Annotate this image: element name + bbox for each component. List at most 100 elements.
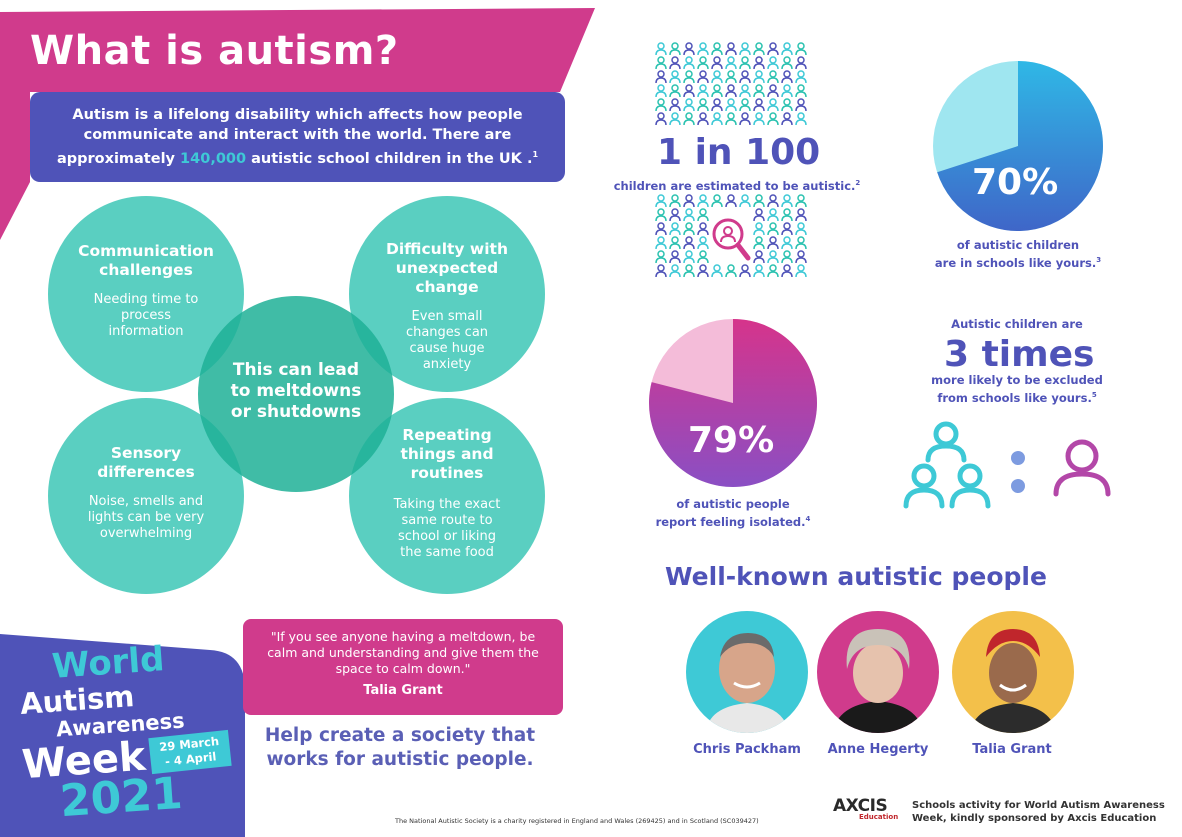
person-icon bbox=[781, 236, 793, 250]
person-icon bbox=[655, 208, 667, 222]
person-icon bbox=[767, 194, 779, 208]
stat-3-times-caption-1: more likely to be excluded bbox=[931, 373, 1103, 387]
person-icon bbox=[781, 84, 793, 98]
person-icon bbox=[683, 84, 695, 98]
badge-world: World bbox=[50, 639, 166, 687]
person-name-chris: Chris Packham bbox=[693, 742, 801, 757]
person-photo-icon bbox=[952, 611, 1074, 733]
person-icon bbox=[767, 222, 779, 236]
person-icon bbox=[753, 222, 765, 236]
person-name-anne: Anne Hegerty bbox=[827, 742, 929, 757]
stat-79-caption-2-line: report feeling isolated.4 bbox=[620, 512, 846, 530]
person-icon bbox=[725, 42, 737, 56]
person-icon bbox=[683, 236, 695, 250]
person-icon bbox=[795, 264, 807, 278]
person-icon bbox=[725, 194, 737, 208]
person-icon bbox=[753, 84, 765, 98]
person-icon bbox=[669, 70, 681, 84]
person-icon bbox=[795, 194, 807, 208]
person-icon bbox=[655, 112, 667, 126]
header-banner bbox=[0, 8, 595, 240]
person-icon bbox=[697, 56, 709, 70]
axcis-logo: AXCIS Education bbox=[833, 796, 898, 821]
person-icon bbox=[781, 56, 793, 70]
person-icon bbox=[795, 112, 807, 126]
circle-communication: Communication challenges Needing time to… bbox=[48, 196, 244, 392]
person-icon bbox=[725, 264, 737, 278]
person-icon bbox=[683, 208, 695, 222]
person-icon bbox=[669, 42, 681, 56]
person-icon bbox=[753, 208, 765, 222]
sponsor-text: Schools activity for World Autism Awaren… bbox=[912, 799, 1165, 825]
charity-footnote: The National Autistic Society is a chari… bbox=[395, 817, 759, 825]
person-icon bbox=[669, 250, 681, 264]
intro-ref: 1 bbox=[532, 150, 539, 159]
person-icon bbox=[655, 264, 667, 278]
person-icon bbox=[725, 70, 737, 84]
person-icon bbox=[711, 194, 723, 208]
person-icon bbox=[795, 84, 807, 98]
quote-text: "If you see anyone having a meltdown, be… bbox=[267, 629, 539, 676]
circle-sensory-title: Sensory differences bbox=[97, 444, 195, 481]
pie-79-percent bbox=[649, 319, 818, 487]
person-icon bbox=[655, 194, 667, 208]
person-icon bbox=[697, 112, 709, 126]
circle-sensory: Sensory differences Noise, smells and li… bbox=[48, 398, 244, 594]
person-icon bbox=[781, 264, 793, 278]
person-name-talia: Talia Grant bbox=[972, 742, 1052, 757]
person-icon bbox=[753, 56, 765, 70]
stat-79-caption: of autistic people report feeling isolat… bbox=[620, 497, 846, 530]
circle-communication-title: Communication challenges bbox=[78, 242, 214, 279]
person-icon bbox=[739, 42, 751, 56]
person-icon bbox=[711, 264, 723, 278]
circle-repeating-title: Repeating things and routines bbox=[400, 426, 494, 482]
person-icon bbox=[697, 98, 709, 112]
person-icon bbox=[697, 264, 709, 278]
stat-79-percent: 79% bbox=[688, 420, 775, 461]
person-icon bbox=[711, 70, 723, 84]
intro-highlight: 140,000 bbox=[180, 150, 247, 167]
stat-1-in-100-caption: children are estimated to be autistic.2 bbox=[612, 176, 862, 194]
circle-repeating-text: Taking the exact same route to school or… bbox=[393, 497, 501, 560]
person-icon bbox=[795, 208, 807, 222]
person-icon bbox=[739, 98, 751, 112]
person-icon bbox=[767, 264, 779, 278]
person-icon bbox=[669, 264, 681, 278]
sponsor-line-2: Week, kindly sponsored by Axcis Educatio… bbox=[912, 813, 1157, 824]
stat-1-in-100: 1 in 100 bbox=[657, 132, 821, 173]
person-icon bbox=[781, 250, 793, 264]
person-icon bbox=[697, 208, 709, 222]
person-icon bbox=[725, 56, 737, 70]
person-icon bbox=[781, 42, 793, 56]
person-icon bbox=[795, 56, 807, 70]
person-icon bbox=[683, 56, 695, 70]
person-icon bbox=[683, 194, 695, 208]
awareness-week-badge bbox=[0, 634, 245, 837]
portrait-anne-hegerty bbox=[817, 611, 939, 733]
person-icon bbox=[697, 84, 709, 98]
person-icon bbox=[669, 222, 681, 236]
person-icon bbox=[753, 70, 765, 84]
stat-79-ref: 4 bbox=[805, 515, 811, 523]
person-icon bbox=[795, 222, 807, 236]
stat-3-times-pre: Autistic children are bbox=[951, 317, 1083, 331]
axcis-logo-text: AXCIS bbox=[833, 796, 888, 816]
person-icon bbox=[795, 250, 807, 264]
stat-79-caption-2: report feeling isolated. bbox=[655, 514, 806, 529]
stat-3-times: 3 times bbox=[944, 334, 1095, 375]
person-icon bbox=[753, 250, 765, 264]
person-icon bbox=[739, 56, 751, 70]
person-icon bbox=[767, 250, 779, 264]
person-icon bbox=[669, 56, 681, 70]
person-icon bbox=[739, 194, 751, 208]
stat-70-ref: 3 bbox=[1096, 256, 1102, 264]
person-icon bbox=[683, 70, 695, 84]
person-icon bbox=[795, 70, 807, 84]
person-icon bbox=[781, 98, 793, 112]
person-icon bbox=[655, 222, 667, 236]
person-icon bbox=[683, 112, 695, 126]
person-icon bbox=[753, 98, 765, 112]
person-icon bbox=[781, 194, 793, 208]
pie-70-percent bbox=[933, 61, 1103, 232]
intro-text-1: Autism is a lifelong disability which af… bbox=[56, 107, 523, 167]
